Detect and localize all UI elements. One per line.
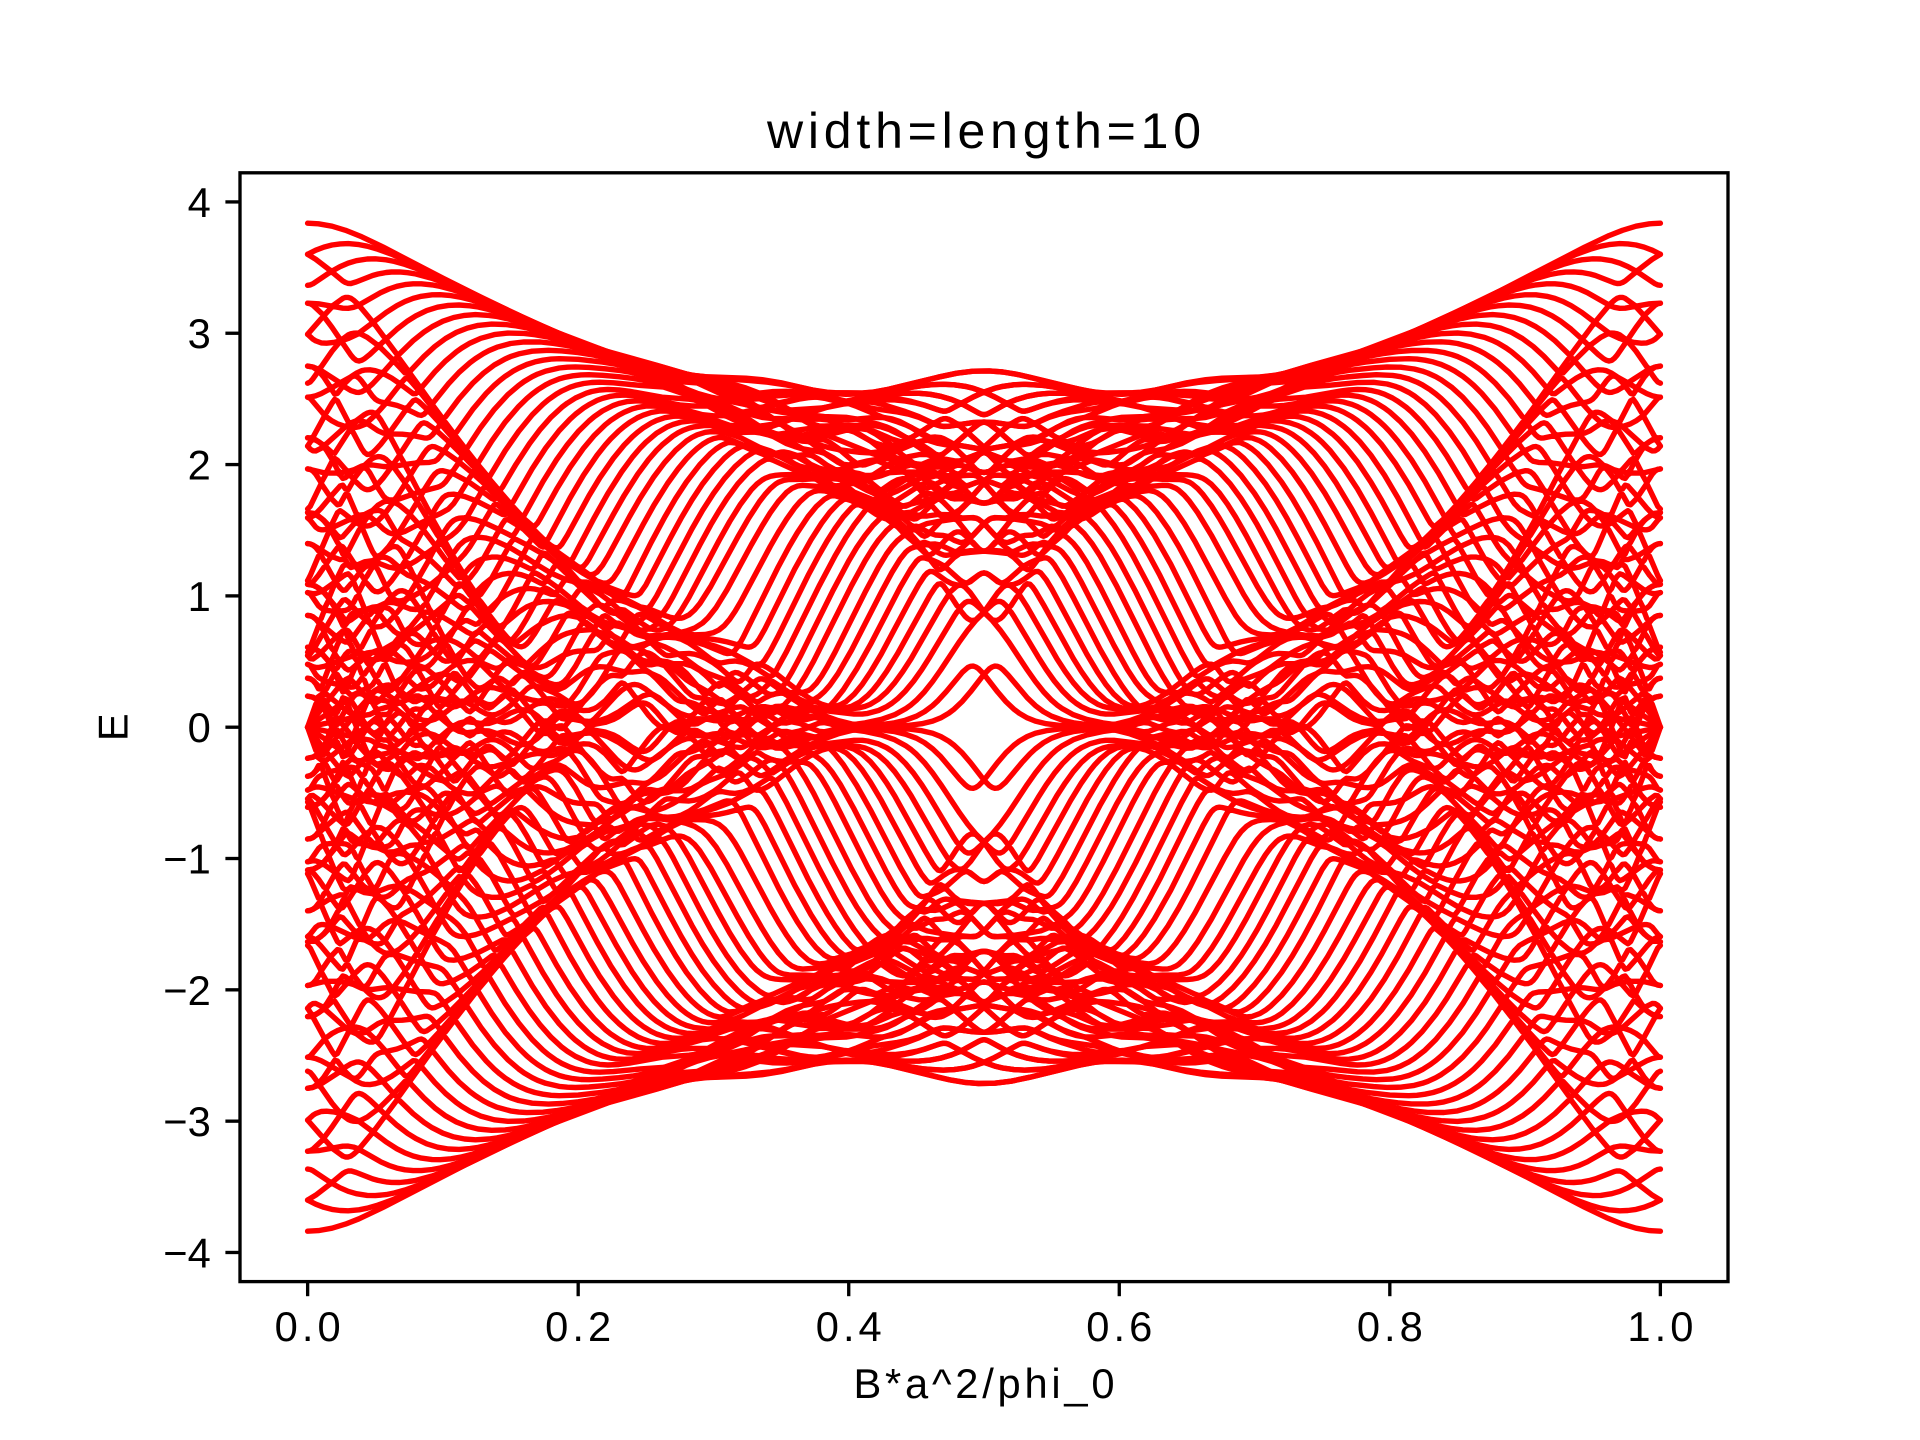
svg-text:0.2: 0.2	[545, 1303, 611, 1350]
svg-text:−3: −3	[163, 1098, 211, 1145]
svg-text:−1: −1	[163, 836, 211, 883]
svg-text:−2: −2	[163, 967, 211, 1014]
svg-text:4: 4	[188, 179, 211, 226]
svg-text:2: 2	[188, 442, 211, 489]
svg-text:0.8: 0.8	[1357, 1303, 1423, 1350]
svg-text:1.0: 1.0	[1627, 1303, 1693, 1350]
svg-text:E: E	[90, 713, 137, 741]
svg-text:0: 0	[188, 704, 211, 751]
svg-text:width=length=10: width=length=10	[766, 103, 1201, 159]
svg-text:−4: −4	[163, 1230, 211, 1277]
svg-text:B*a^2/phi_0: B*a^2/phi_0	[854, 1360, 1115, 1407]
svg-text:0.0: 0.0	[275, 1303, 341, 1350]
svg-text:0.4: 0.4	[816, 1303, 882, 1350]
svg-text:3: 3	[188, 310, 211, 357]
svg-text:0.6: 0.6	[1086, 1303, 1152, 1350]
svg-text:1: 1	[188, 573, 211, 620]
